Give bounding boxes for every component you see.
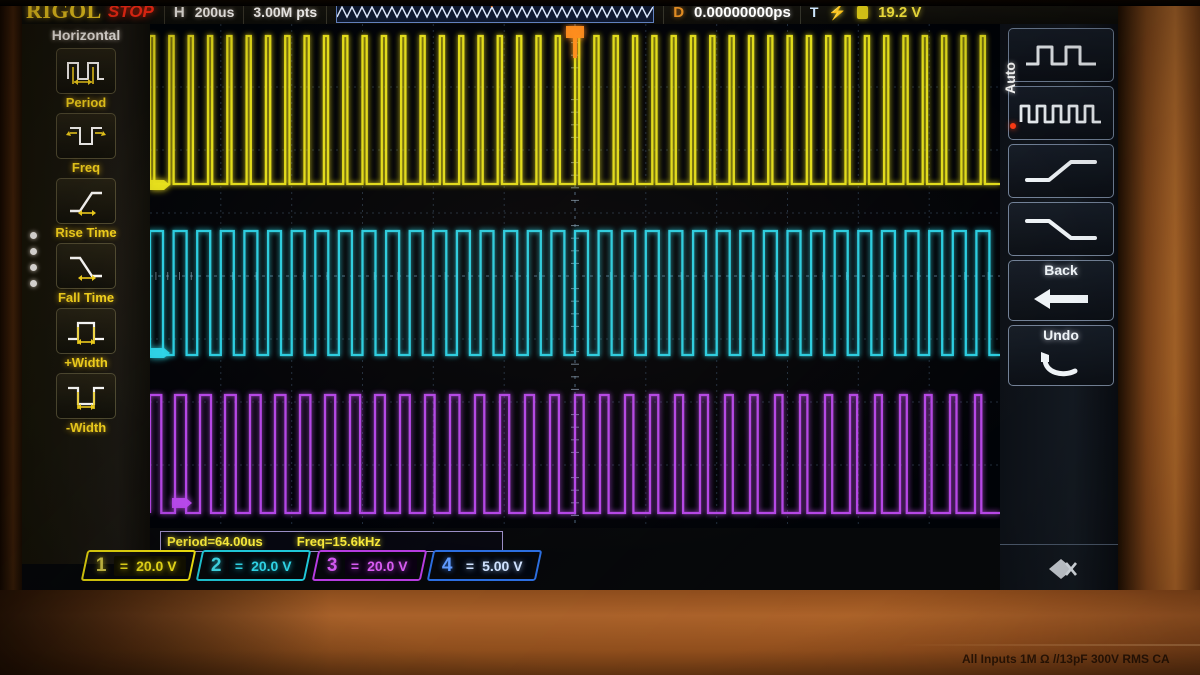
trigger-position-indicator [566,26,584,58]
memory-depth-value: 3.00M pts [253,4,318,20]
menu-item-fall-time-label: Fall Time [57,290,115,305]
oscilloscope-screen: RIGOL STOP H 200us 3.00M pts D 0.0000 [22,0,1122,596]
waveform-traces [150,24,1000,528]
menu-button-back-label: Back [1044,262,1078,278]
rising-edge-icon [1021,145,1101,197]
channel-3-coupling: = [350,557,359,573]
menu-button-close[interactable] [1000,544,1122,596]
channel-2-scale: 20.0 V [251,557,292,574]
channel-1-number: 1 [96,554,107,576]
horizontal-icon: H [173,3,185,21]
undo-arrow-icon [1035,343,1087,385]
trigger-status-led [1010,123,1016,129]
close-menu-icon [1042,556,1080,587]
fall-time-icon [56,243,116,289]
timebase-value: 200us [194,4,235,20]
positive-width-icon [56,308,116,354]
scroll-dot [30,264,37,271]
menu-item-fall-time[interactable]: Fall Time [22,243,150,305]
bezel-right [1118,0,1200,675]
channel-4-scale: 5.00 V [481,557,522,574]
period-icon [56,48,116,94]
menu-scroll-dots[interactable] [30,232,37,287]
measurement-period: Period=64.00us [167,534,263,549]
menu-button-single-pulse[interactable] [1008,28,1114,82]
channel-3-number: 3 [326,554,338,576]
menu-button-undo-label: Undo [1043,327,1079,343]
menu-item-period-label: Period [65,95,107,110]
waveform-plot-area[interactable] [150,24,1000,528]
rise-time-icon [56,178,116,224]
menu-button-pulse-train[interactable] [1008,86,1114,140]
trigger-type-menu-panel[interactable]: Back Undo [1000,24,1122,596]
menu-item-rise-time[interactable]: Rise Time [22,178,150,240]
menu-item-positive-width-label: +Width [64,355,108,370]
timebase-section[interactable]: H 200us [163,0,244,24]
delay-value: 0.00000000ps [694,3,791,21]
bezel-left [0,0,22,675]
menu-title: Horizontal [51,27,121,43]
menu-item-freq-label: Freq [71,160,101,175]
edge-trigger-icon: ⚡ [828,4,848,21]
menu-button-falling-edge[interactable] [1008,202,1114,256]
frequency-icon [56,113,116,159]
channel-chip-3[interactable]: 3 = 20.0 V [311,550,428,581]
bezel-top [0,0,1200,6]
menu-item-freq[interactable]: Freq [22,113,150,175]
run-state-indicator[interactable]: STOP [107,2,154,21]
channel-1-scale: 20.0 V [135,557,177,574]
input-rating-note: All Inputs 1M Ω //13pF 300V RMS CA [962,652,1170,666]
menu-item-positive-width[interactable]: +Width [22,308,150,370]
channel-4-coupling: = [465,557,474,573]
channel-2-coupling: = [234,557,244,573]
delay-section[interactable]: D 0.00000000ps [663,0,800,24]
trigger-source-ch1-icon [857,5,869,19]
measurement-readout-bar[interactable]: Period=64.00us Freq=15.6kHz [160,531,503,552]
menu-item-negative-width-label: -Width [65,420,107,435]
menu-item-negative-width[interactable]: -Width [22,373,150,435]
channel-chip-1[interactable]: 1 = 20.0 V [80,550,197,581]
menu-button-rising-edge[interactable] [1008,144,1114,198]
falling-edge-icon [1021,203,1101,255]
channel-chip-4[interactable]: 4 = 5.00 V [426,550,543,581]
channel-1-coupling: = [119,557,128,573]
channel-3-scale: 20.0 V [366,557,407,574]
pulse-train-icon [1018,87,1104,139]
channel-status-bar[interactable]: 1 = 20.0 V 2 = 20.0 V 3 = 20.0 V [80,550,545,581]
scroll-dot [30,248,37,255]
menu-item-rise-time-label: Rise Time [55,225,117,240]
back-arrow-icon [1028,278,1094,320]
negative-width-icon [56,373,116,419]
menu-button-undo[interactable]: Undo [1008,325,1114,386]
memory-depth-section[interactable]: 3.00M pts [243,0,326,24]
scroll-dot [30,232,37,239]
channel-4-number: 4 [441,554,453,576]
trigger-level-value: 19.2 V [878,3,922,21]
measure-menu-panel[interactable]: Horizontal Period [22,24,150,564]
menu-item-period[interactable]: Period [22,48,150,110]
single-pulse-icon [1022,29,1100,81]
auto-trigger-mode-label: Auto [1002,62,1018,94]
measurement-freq: Freq=15.6kHz [296,534,381,549]
channel-chip-2[interactable]: 2 = 20.0 V [195,550,312,581]
channel-2-number: 2 [211,554,222,576]
trigger-label: T [809,4,819,20]
trigger-section[interactable]: T ⚡ 19.2 V [799,0,931,24]
menu-button-back[interactable]: Back [1008,260,1114,321]
scroll-dot [30,280,37,287]
delay-icon: D [673,3,685,21]
